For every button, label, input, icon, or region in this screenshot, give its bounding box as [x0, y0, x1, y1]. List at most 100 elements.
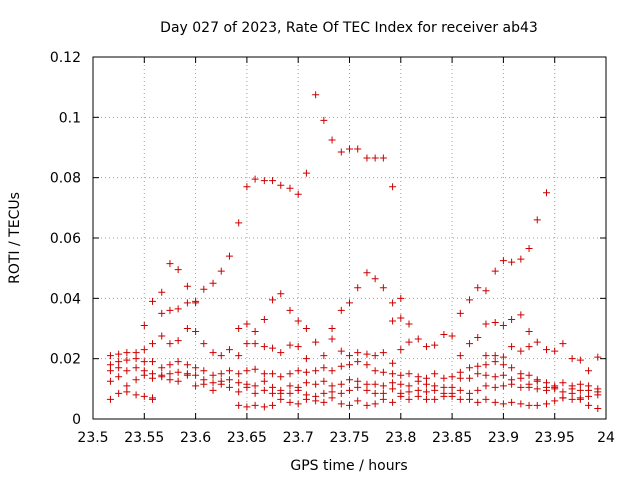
data-point — [328, 367, 336, 375]
data-point — [260, 377, 268, 385]
data-point — [269, 389, 277, 397]
data-point — [542, 346, 550, 354]
data-point — [346, 401, 353, 409]
data-point — [363, 401, 371, 409]
data-point — [320, 377, 328, 385]
data-point — [225, 346, 233, 354]
data-point — [269, 296, 277, 304]
data-point — [132, 349, 140, 357]
data-point — [542, 386, 550, 394]
data-point — [174, 368, 182, 376]
data-point — [337, 148, 345, 156]
data-point — [286, 389, 294, 397]
y-tick-label: 0.02 — [50, 352, 81, 368]
data-point — [269, 383, 277, 391]
data-point — [132, 364, 140, 372]
x-tick-label: 23.65 — [227, 430, 267, 446]
x-axis-ticks: 23.5 23.55 23.6 23.65 23.7 23.75 23.8 23.85 23.9… — [77, 57, 615, 446]
data-point — [260, 177, 268, 185]
data-point — [508, 315, 516, 323]
data-point — [132, 391, 140, 399]
data-point — [422, 395, 430, 403]
data-point — [585, 392, 593, 400]
data-point — [217, 267, 225, 275]
data-point — [440, 331, 448, 339]
data-point — [320, 352, 328, 360]
data-point — [115, 358, 123, 366]
data-point — [328, 335, 336, 343]
data-point — [337, 389, 345, 397]
data-point — [525, 328, 533, 336]
data-point — [474, 386, 482, 394]
data-point — [414, 377, 422, 385]
data-point — [491, 358, 499, 366]
data-point — [542, 189, 550, 197]
x-tick-label: 23.7 — [283, 430, 314, 446]
data-point — [551, 397, 559, 405]
data-point — [132, 376, 140, 384]
data-point — [243, 367, 251, 375]
data-point — [123, 367, 131, 375]
data-point — [217, 370, 225, 378]
data-point — [200, 380, 208, 388]
data-point — [294, 367, 302, 375]
data-point — [482, 371, 490, 379]
data-point — [337, 347, 345, 355]
data-point — [363, 386, 371, 394]
data-point — [466, 395, 474, 403]
data-point — [312, 338, 320, 346]
data-point — [422, 374, 430, 382]
data-point — [389, 385, 397, 393]
data-point — [414, 335, 422, 343]
data-point — [559, 394, 567, 402]
data-point — [302, 395, 310, 403]
data-point — [405, 338, 413, 346]
data-point — [251, 401, 259, 409]
data-point — [499, 321, 507, 329]
data-point — [422, 380, 430, 388]
data-point — [576, 386, 584, 394]
data-point — [551, 347, 559, 355]
data-point — [371, 380, 379, 388]
data-point — [508, 364, 516, 372]
data-point — [302, 355, 310, 363]
data-point — [363, 380, 371, 388]
data-point — [576, 380, 584, 388]
data-point — [491, 383, 499, 391]
data-point — [243, 340, 251, 348]
data-point — [508, 343, 516, 351]
data-point — [371, 154, 379, 162]
data-point — [123, 349, 131, 357]
data-points — [106, 91, 602, 412]
data-point — [337, 306, 345, 314]
data-point — [294, 317, 302, 325]
data-point — [123, 356, 131, 364]
data-point — [286, 341, 294, 349]
data-point — [448, 373, 456, 381]
data-point — [277, 349, 285, 357]
data-point — [517, 383, 525, 391]
data-point — [166, 361, 174, 369]
data-point — [466, 340, 474, 348]
data-point — [559, 340, 567, 348]
data-point — [363, 154, 371, 162]
data-point — [106, 367, 114, 375]
data-point — [269, 177, 277, 185]
data-point — [568, 389, 576, 397]
data-point — [456, 352, 464, 360]
data-point — [328, 382, 336, 390]
data-point — [474, 284, 482, 292]
data-point — [140, 346, 148, 354]
data-point — [328, 136, 336, 144]
data-point — [286, 306, 294, 314]
data-point — [568, 395, 576, 403]
data-point — [328, 394, 336, 402]
data-point — [525, 343, 533, 351]
data-point — [200, 285, 208, 293]
data-point — [576, 395, 584, 403]
data-point — [312, 380, 320, 388]
data-point — [379, 368, 387, 376]
data-point — [286, 382, 294, 390]
x-tick-label: 23.5 — [77, 430, 108, 446]
y-tick-label: 0.1 — [59, 110, 81, 126]
